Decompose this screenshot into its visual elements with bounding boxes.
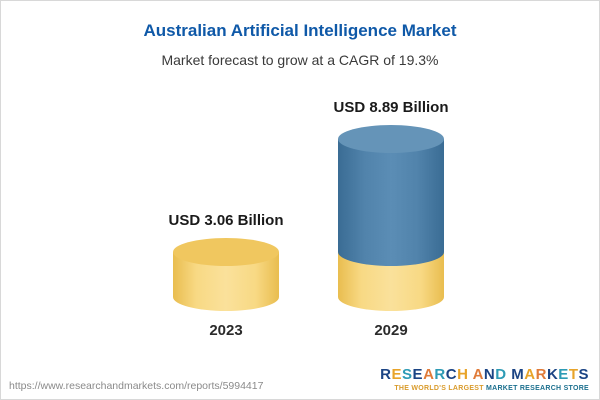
- page-title: Australian Artificial Intelligence Marke…: [143, 21, 457, 40]
- logo-tagline-left: THE WORLD'S LARGEST: [394, 385, 484, 392]
- bar-group-2029: USD 8.89 Billion 2029: [306, 99, 476, 339]
- cylinder-2023: [173, 238, 279, 311]
- report-url-link[interactable]: https://www.researchandmarkets.com/repor…: [9, 380, 264, 392]
- page-subtitle: Market forecast to grow at a CAGR of 19.…: [161, 52, 439, 68]
- logo-tagline-right: MARKET RESEARCH STORE: [483, 385, 589, 392]
- logo-wordmark: RESEARCH AND MARKETS: [380, 365, 589, 383]
- logo-tagline: THE WORLD'S LARGEST MARKET RESEARCH STOR…: [380, 385, 589, 392]
- value-label-2029: USD 8.89 Billion: [333, 99, 449, 116]
- chart-header: Australian Artificial Intelligence Marke…: [1, 1, 599, 68]
- cylinder-2029-top-segment: [338, 139, 444, 266]
- bar-group-2023: USD 3.06 Billion 2023: [141, 212, 311, 339]
- footer: https://www.researchandmarkets.com/repor…: [1, 365, 599, 400]
- cylinder-2029-cap: [338, 125, 444, 153]
- axis-label-2023: 2023: [209, 322, 243, 339]
- cylinder-2029: [338, 125, 444, 311]
- cylinder-2023-cap: [173, 238, 279, 266]
- axis-label-2029: 2029: [374, 322, 408, 339]
- researchandmarkets-logo: RESEARCH AND MARKETS THE WORLD'S LARGEST…: [380, 365, 589, 392]
- value-label-2023: USD 3.06 Billion: [168, 212, 284, 229]
